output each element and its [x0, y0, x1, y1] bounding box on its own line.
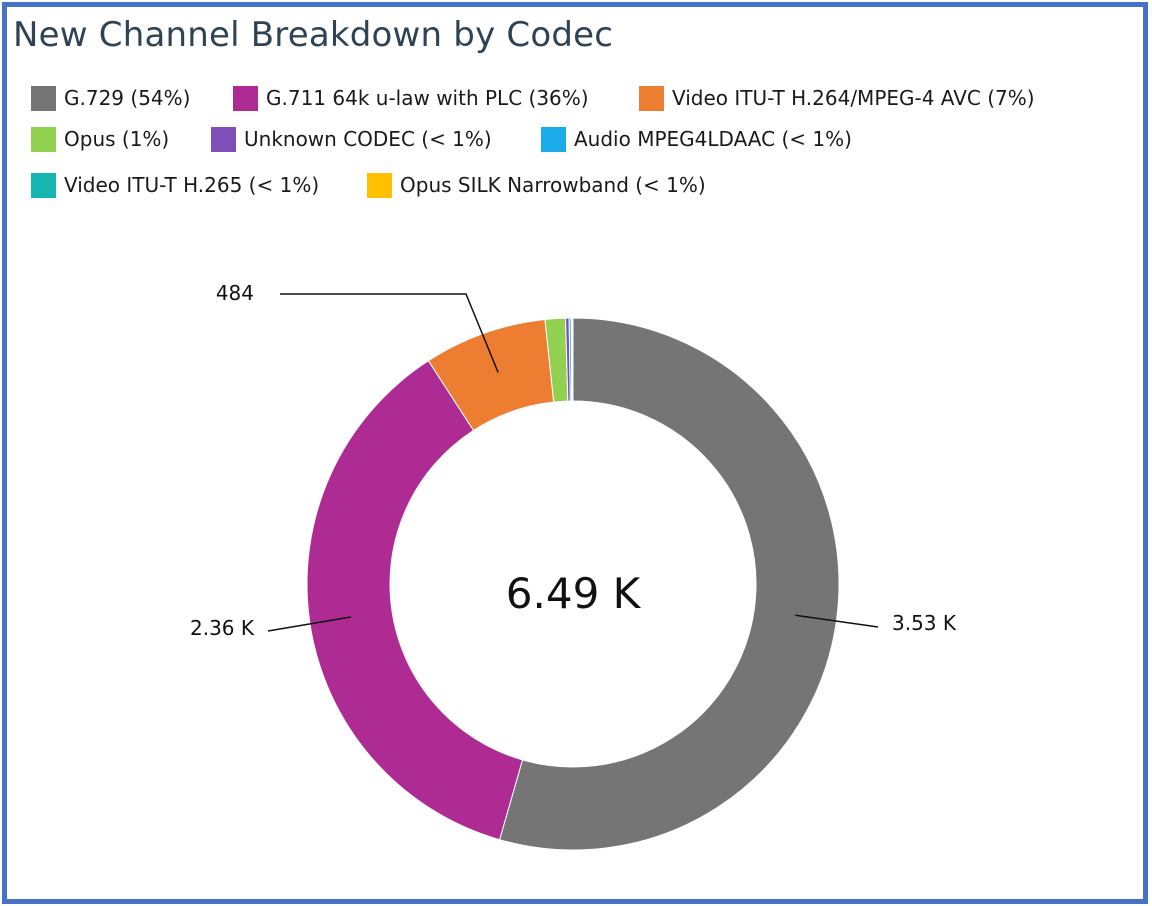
donut-slice-g-711-64k-u-law-with-plc[interactable]: [306, 360, 524, 841]
legend-item-h265[interactable]: Video ITU-T H.265 (< 1%): [31, 170, 319, 200]
legend-item-mpeg4ldaac[interactable]: Audio MPEG4LDAAC (< 1%): [541, 124, 852, 154]
legend-label: G.711 64k u-law with PLC (36%): [266, 86, 589, 110]
data-label-h264: 484: [216, 281, 254, 305]
legend-label: Audio MPEG4LDAAC (< 1%): [574, 127, 852, 151]
data-label-g711: 2.36 K: [190, 616, 255, 640]
legend-label: Opus SILK Narrowband (< 1%): [400, 173, 706, 197]
legend-item-g729[interactable]: G.729 (54%): [31, 83, 190, 113]
legend-label: Opus (1%): [64, 127, 170, 151]
legend-label: Video ITU-T H.264/MPEG-4 AVC (7%): [672, 86, 1035, 110]
legend-swatch: [31, 172, 56, 198]
legend-item-opus-silk[interactable]: Opus SILK Narrowband (< 1%): [367, 170, 706, 200]
leader-line-g711: [267, 616, 352, 632]
legend-swatch: [541, 126, 566, 152]
legend-swatch: [31, 126, 56, 152]
legend-label: G.729 (54%): [64, 86, 191, 110]
legend-label: Video ITU-T H.265 (< 1%): [64, 173, 320, 197]
legend-swatch: [639, 85, 664, 111]
donut-slice-opus-silk-narrowband[interactable]: [571, 317, 574, 402]
leader-lines: [267, 293, 879, 632]
legend-swatch: [367, 172, 392, 198]
chart-title: New Channel Breakdown by Codec: [13, 15, 614, 55]
legend-swatch: [233, 85, 258, 111]
legend-item-g711[interactable]: G.711 64k u-law with PLC (36%): [233, 83, 589, 113]
legend-item-opus[interactable]: Opus (1%): [31, 124, 169, 154]
leader-line-h264: [280, 293, 499, 373]
legend-swatch: [31, 85, 56, 111]
legend-label: Unknown CODEC (< 1%): [244, 127, 492, 151]
data-label-g729: 3.53 K: [892, 611, 957, 635]
legend-item-h264[interactable]: Video ITU-T H.264/MPEG-4 AVC (7%): [639, 83, 1035, 113]
donut-total-label: 6.49 K: [506, 569, 642, 618]
donut-slices: [306, 317, 840, 851]
donut-slice-g-729[interactable]: [498, 317, 840, 851]
legend-item-unknown-codec[interactable]: Unknown CODEC (< 1%): [211, 124, 492, 154]
legend-swatch: [211, 126, 236, 152]
leader-line-g729: [795, 614, 879, 628]
